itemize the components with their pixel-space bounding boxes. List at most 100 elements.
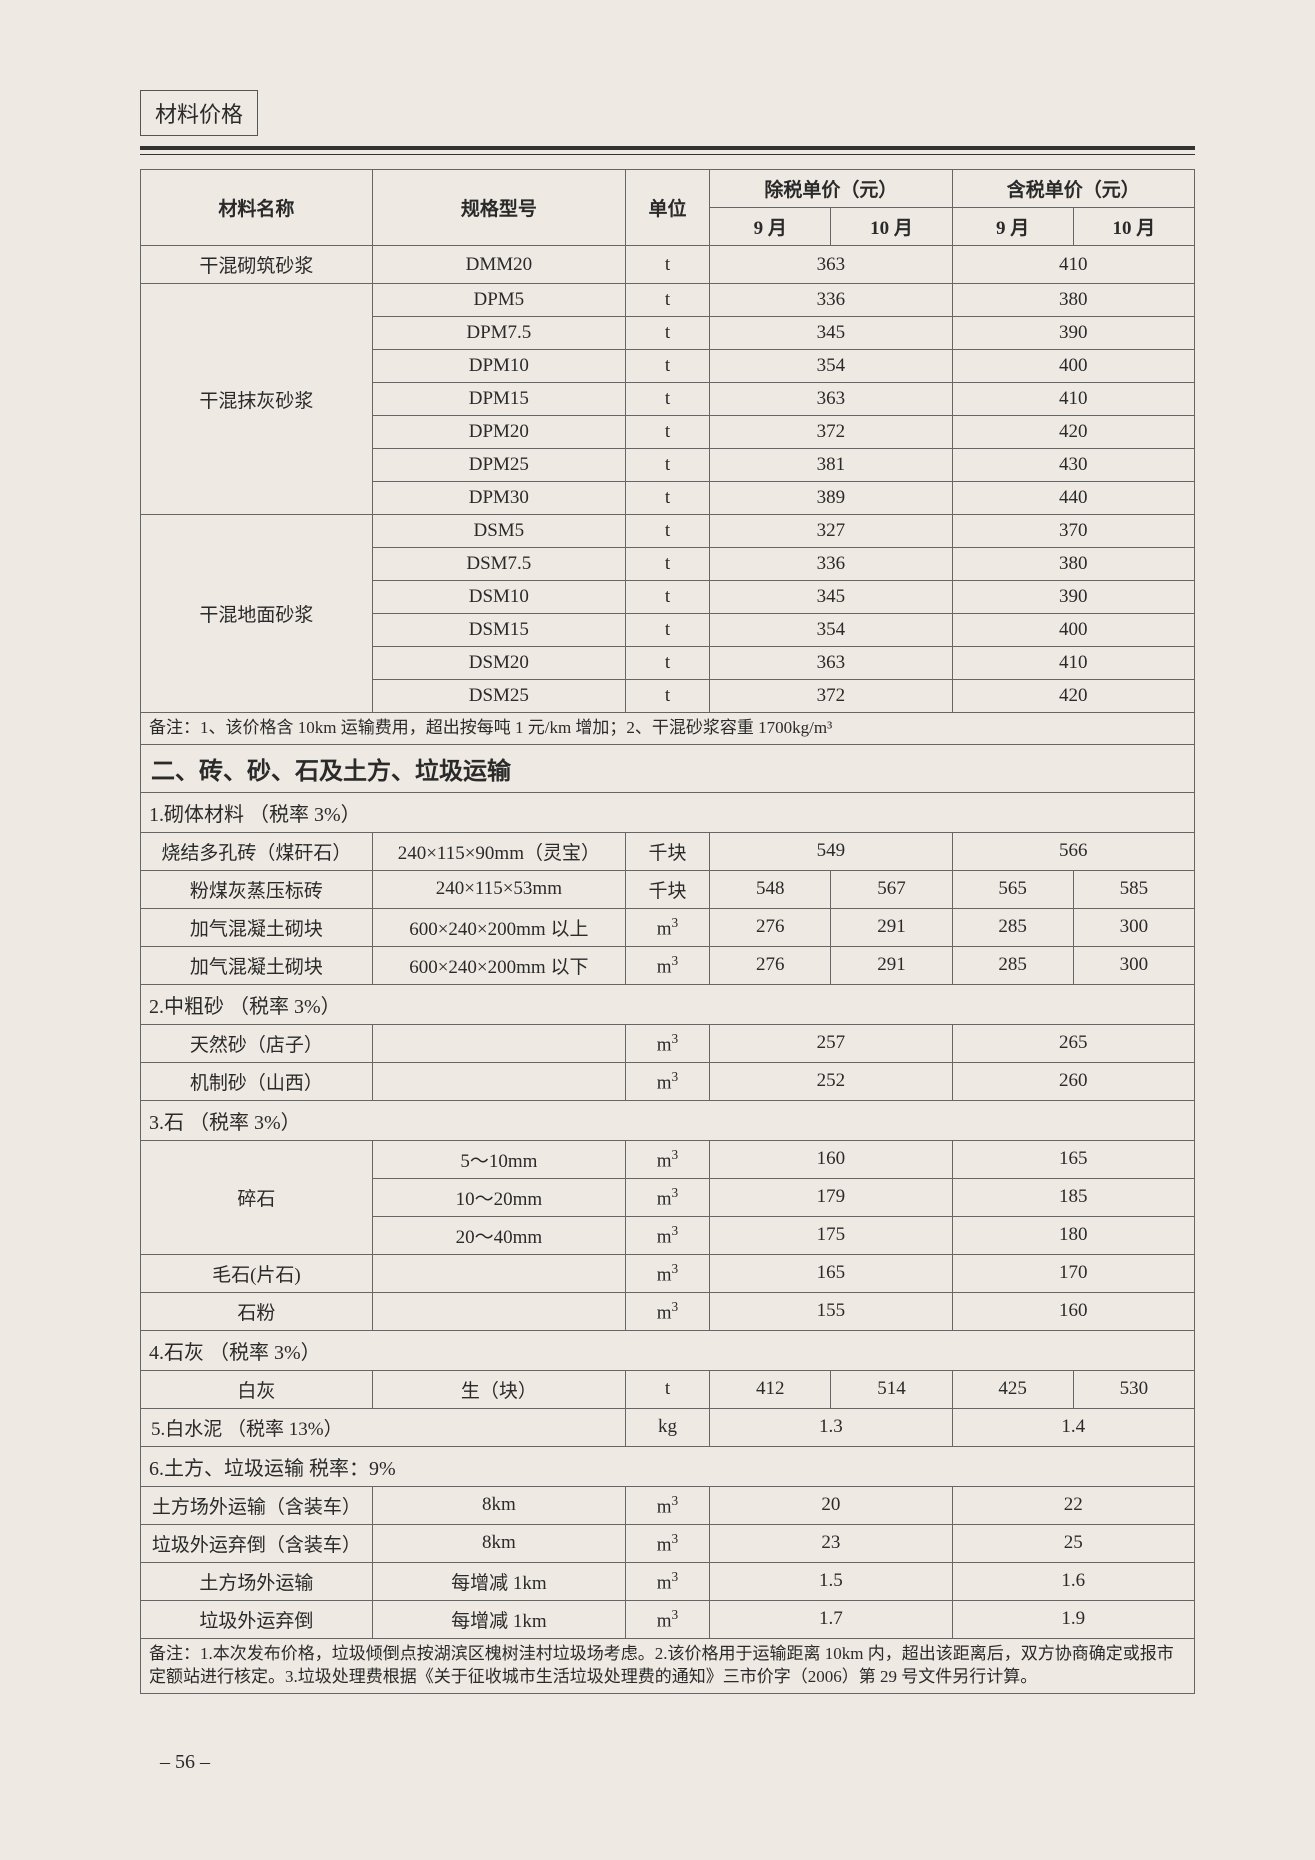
material-name: 垃圾外运弃倒（含装车） [141, 1524, 373, 1562]
table-row: 垃圾外运弃倒（含装车）8kmm32325 [141, 1524, 1195, 1562]
excl-cell: 372 [710, 416, 952, 449]
excl-cell: 363 [710, 246, 952, 284]
unit-cell: m3 [625, 946, 709, 984]
unit-cell: t [625, 515, 709, 548]
spec-cell [372, 1062, 625, 1100]
excl-cell: 23 [710, 1524, 952, 1562]
incl-10: 585 [1073, 870, 1194, 908]
red-stamp-fragment: ❋ [0, 630, 60, 870]
unit-cell: t [625, 449, 709, 482]
spec-cell [372, 1292, 625, 1330]
mortar-rows: 干混砌筑砂浆DMM20t363410干混抹灰砂浆DPM5t336380DPM7.… [141, 246, 1195, 713]
incl-cell: 410 [952, 647, 1194, 680]
sand-header: 2.中粗砂 （税率 3%） [141, 984, 1195, 1024]
unit-cell: t [625, 614, 709, 647]
col-in-9: 9 月 [952, 208, 1073, 246]
table-row: 粉煤灰蒸压标砖240×115×53mm千块548567565585 [141, 870, 1195, 908]
col-name: 材料名称 [141, 170, 373, 246]
material-name: 天然砂（店子） [141, 1024, 373, 1062]
incl-cell: 390 [952, 317, 1194, 350]
spec-cell: DPM20 [372, 416, 625, 449]
unit-cell: t [625, 284, 709, 317]
incl-cell: 170 [952, 1254, 1194, 1292]
spec-cell: DPM25 [372, 449, 625, 482]
table-row: 白灰生（块）t412514425530 [141, 1370, 1195, 1408]
spec-cell: 每增减 1km [372, 1600, 625, 1638]
excl-10: 291 [831, 908, 952, 946]
col-unit: 单位 [625, 170, 709, 246]
excl-cell: 252 [710, 1062, 952, 1100]
excl-cell: 160 [710, 1140, 952, 1178]
incl-cell: 180 [952, 1216, 1194, 1254]
incl-cell: 410 [952, 246, 1194, 284]
unit-cell: t [625, 680, 709, 713]
excl-cell: 327 [710, 515, 952, 548]
incl-cell: 1.9 [952, 1600, 1194, 1638]
incl-cell: 440 [952, 482, 1194, 515]
unit-cell: t [625, 482, 709, 515]
table-row: 烧结多孔砖（煤矸石）240×115×90mm（灵宝）千块549566 [141, 832, 1195, 870]
excl-cell: 336 [710, 284, 952, 317]
excl-cell: 1.7 [710, 1600, 952, 1638]
unit-cell: m3 [625, 1062, 709, 1100]
excl-cell: 345 [710, 317, 952, 350]
excl-9: 276 [710, 908, 831, 946]
incl-cell: 265 [952, 1024, 1194, 1062]
unit-cell: m3 [625, 1254, 709, 1292]
unit-cell: t [625, 383, 709, 416]
material-name: 垃圾外运弃倒 [141, 1600, 373, 1638]
unit-cell: m3 [625, 1486, 709, 1524]
stone-rows: 碎石5～10mmm316016510～20mmm317918520～40mmm3… [141, 1140, 1195, 1330]
sand-rows: 天然砂（店子）m3257265机制砂（山西）m3252260 [141, 1024, 1195, 1100]
incl-9: 565 [952, 870, 1073, 908]
spec-cell: DSM10 [372, 581, 625, 614]
table-row: 毛石(片石)m3165170 [141, 1254, 1195, 1292]
excl-cell: 372 [710, 680, 952, 713]
excl-cell: 549 [710, 832, 952, 870]
spec-cell: DPM5 [372, 284, 625, 317]
excl-cell: 381 [710, 449, 952, 482]
incl-cell: 400 [952, 350, 1194, 383]
excl-cell: 336 [710, 548, 952, 581]
spec-cell: 600×240×200mm 以下 [372, 946, 625, 984]
unit-cell: t [625, 317, 709, 350]
incl-cell: 370 [952, 515, 1194, 548]
pricing-table: 材料名称 规格型号 单位 除税单价（元） 含税单价（元） 9 月 10 月 9 … [140, 169, 1195, 1694]
material-name: 土方场外运输（含装车） [141, 1486, 373, 1524]
unit-cell: t [625, 416, 709, 449]
table-row: 天然砂（店子）m3257265 [141, 1024, 1195, 1062]
unit-cell: t [625, 1370, 709, 1408]
excl-10: 514 [831, 1370, 952, 1408]
excl-cell: 155 [710, 1292, 952, 1330]
material-name: 加气混凝土砌块 [141, 946, 373, 984]
table-row: 碎石5～10mmm3160165 [141, 1140, 1195, 1178]
incl-10: 530 [1073, 1370, 1194, 1408]
excl-cell: 175 [710, 1216, 952, 1254]
unit-cell: t [625, 581, 709, 614]
incl-10: 300 [1073, 946, 1194, 984]
spec-cell: DSM7.5 [372, 548, 625, 581]
table-row: 垃圾外运弃倒每增减 1kmm31.71.9 [141, 1600, 1195, 1638]
incl-cell: 165 [952, 1140, 1194, 1178]
col-excl: 除税单价（元） [710, 170, 952, 208]
unit-cell: m3 [625, 1524, 709, 1562]
col-spec: 规格型号 [372, 170, 625, 246]
unit-cell: 千块 [625, 832, 709, 870]
col-ex-9: 9 月 [710, 208, 831, 246]
spec-cell: 600×240×200mm 以上 [372, 908, 625, 946]
material-name: 干混地面砂浆 [141, 515, 373, 713]
unit-cell: m3 [625, 908, 709, 946]
spec-cell: 生（块） [372, 1370, 625, 1408]
unit-cell: m3 [625, 1600, 709, 1638]
incl-cell: 430 [952, 449, 1194, 482]
table-row: 干混地面砂浆DSM5t327370 [141, 515, 1195, 548]
excl-cell: 179 [710, 1178, 952, 1216]
unit-cell: m3 [625, 1178, 709, 1216]
col-ex-10: 10 月 [831, 208, 952, 246]
brick-rows: 烧结多孔砖（煤矸石）240×115×90mm（灵宝）千块549566粉煤灰蒸压标… [141, 832, 1195, 984]
unit-cell: m3 [625, 1140, 709, 1178]
spec-cell: DPM30 [372, 482, 625, 515]
incl-cell: 420 [952, 680, 1194, 713]
material-name: 机制砂（山西） [141, 1062, 373, 1100]
unit-cell: t [625, 350, 709, 383]
